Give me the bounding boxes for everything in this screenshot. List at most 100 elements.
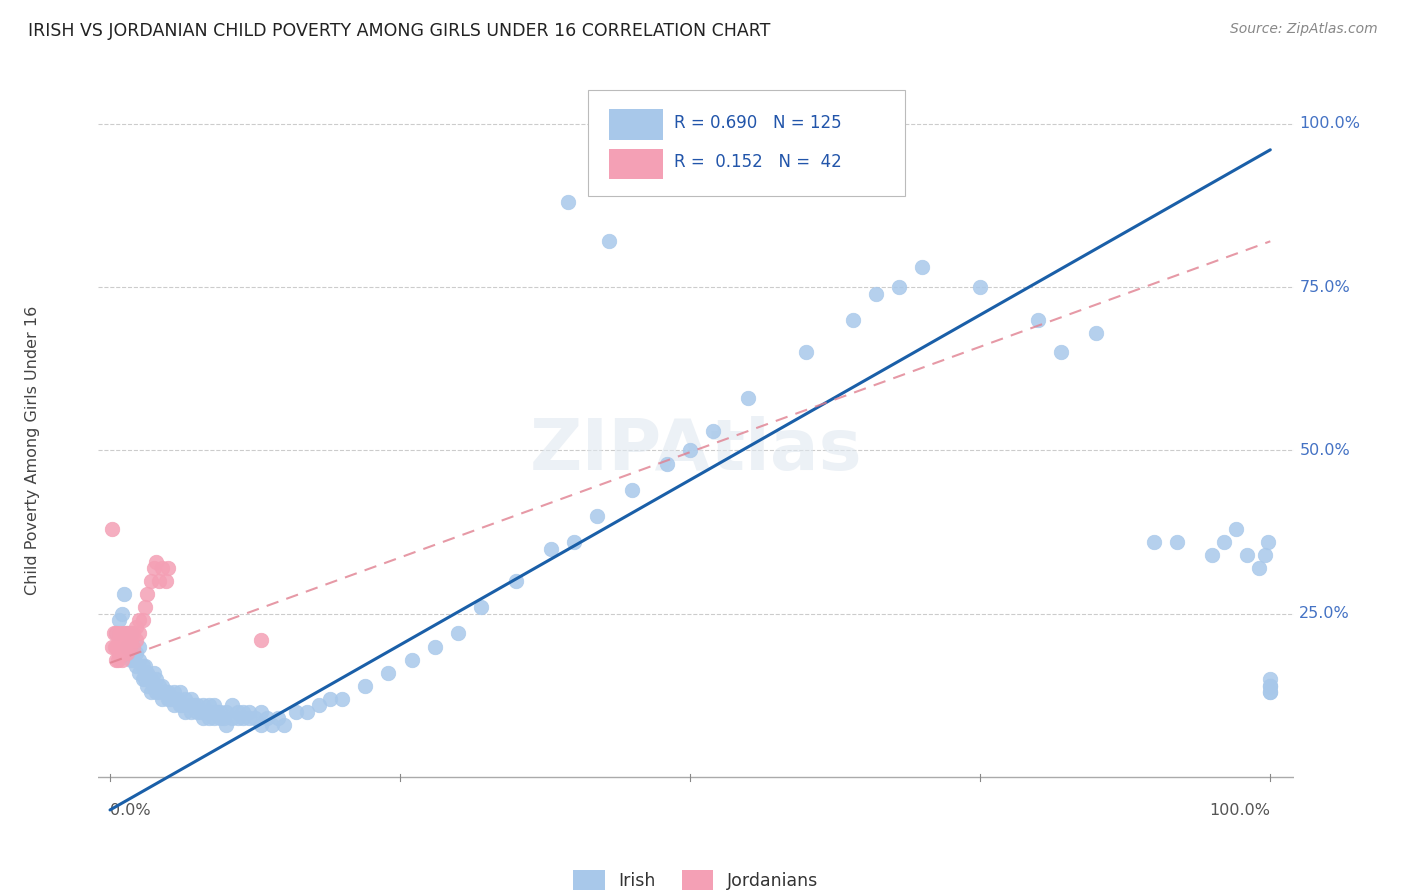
Text: ZIPAtlas: ZIPAtlas [530,416,862,485]
Point [145,685,167,699]
Point [104,640,127,654]
Point [209,711,232,725]
Point [139,672,162,686]
Point [166,691,188,706]
Point [250,705,273,719]
Text: R =  0.152   N =  42: R = 0.152 N = 42 [675,153,842,171]
FancyBboxPatch shape [609,149,662,179]
Point [180,691,202,706]
Text: 75.0%: 75.0% [1299,279,1350,294]
Point [679,443,702,458]
Point [1258,672,1281,686]
Point [117,626,139,640]
Point [1050,345,1073,359]
Point [150,561,173,575]
Point [1236,548,1258,562]
Point [598,235,620,249]
Point [104,626,127,640]
Point [101,640,124,654]
Text: 25.0%: 25.0% [1299,607,1350,622]
Point [110,626,132,640]
Point [128,640,150,654]
Point [1166,535,1188,549]
Point [143,665,166,680]
Point [108,646,131,660]
Point [134,672,156,686]
Text: 0.0%: 0.0% [110,804,150,819]
Point [111,640,134,654]
Point [128,665,150,680]
Point [180,705,202,719]
Point [120,626,142,640]
Point [1247,561,1270,575]
Point [221,698,243,713]
Point [794,345,817,359]
Point [108,633,131,648]
Point [163,698,186,713]
Point [136,587,159,601]
Point [155,574,177,589]
Point [197,711,219,725]
Text: IRISH VS JORDANIAN CHILD POVERTY AMONG GIRLS UNDER 16 CORRELATION CHART: IRISH VS JORDANIAN CHILD POVERTY AMONG G… [28,22,770,40]
Point [969,280,991,294]
Point [1253,548,1275,562]
Point [122,640,145,654]
Point [148,685,170,699]
Point [232,711,254,725]
Point [112,646,135,660]
Point [267,711,290,725]
Text: 100.0%: 100.0% [1299,116,1361,131]
Point [143,561,166,575]
Point [1258,685,1281,699]
Text: 50.0%: 50.0% [1299,443,1350,458]
Point [190,705,212,719]
Point [112,626,135,640]
Point [911,260,934,275]
Point [215,718,238,732]
Point [238,711,260,725]
Point [186,698,208,713]
Point [134,665,156,680]
FancyBboxPatch shape [589,90,905,196]
Point [114,640,136,654]
Point [262,718,284,732]
Point [204,711,226,725]
Point [122,640,145,654]
Point [1257,535,1279,549]
Point [120,626,142,640]
Point [111,607,134,621]
Point [205,705,228,719]
Point [139,685,162,699]
Point [122,652,145,666]
Point [104,652,127,666]
Point [401,652,423,666]
FancyBboxPatch shape [609,110,662,140]
Point [183,698,205,713]
Point [330,691,353,706]
Point [148,574,170,589]
Point [131,672,153,686]
Point [1258,679,1281,693]
Point [586,508,609,523]
Point [131,659,153,673]
Point [145,555,167,569]
Point [540,541,562,556]
Point [124,620,146,634]
Point [201,705,224,719]
Point [112,587,135,601]
Point [215,705,238,719]
Point [841,312,863,326]
Point [562,535,585,549]
Text: Source: ZipAtlas.com: Source: ZipAtlas.com [1230,22,1378,37]
Point [226,705,249,719]
Point [702,424,724,438]
Point [273,718,295,732]
Point [120,633,142,648]
Point [191,711,214,725]
Point [212,711,235,725]
Point [124,659,146,673]
Point [1212,535,1234,549]
Point [505,574,527,589]
Point [284,705,307,719]
Point [174,691,197,706]
